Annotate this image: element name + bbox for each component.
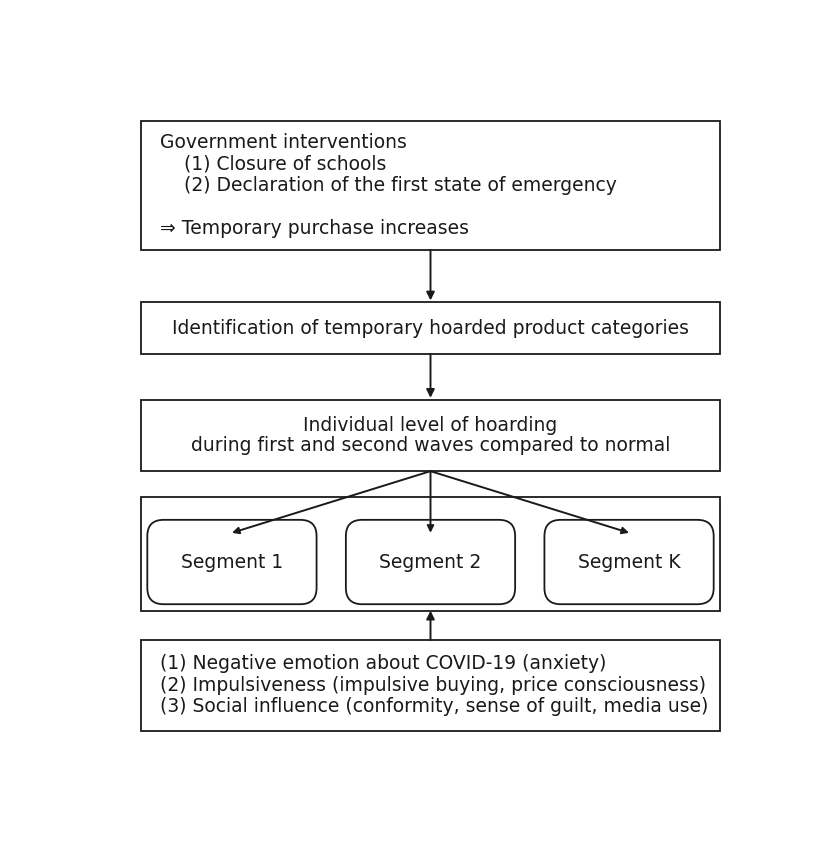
Text: during first and second waves compared to normal: during first and second waves compared t…	[191, 436, 670, 454]
FancyBboxPatch shape	[147, 520, 317, 604]
FancyBboxPatch shape	[141, 640, 720, 731]
Text: (2) Impulsiveness (impulsive buying, price consciousness): (2) Impulsiveness (impulsive buying, pri…	[160, 676, 706, 695]
Text: Individual level of hoarding: Individual level of hoarding	[303, 416, 558, 435]
FancyBboxPatch shape	[141, 121, 720, 250]
Text: Segment 1: Segment 1	[181, 552, 283, 572]
Text: Government interventions: Government interventions	[160, 133, 407, 153]
FancyBboxPatch shape	[346, 520, 515, 604]
FancyBboxPatch shape	[141, 400, 720, 471]
Text: ⇒ Temporary purchase increases: ⇒ Temporary purchase increases	[160, 219, 470, 238]
FancyBboxPatch shape	[141, 497, 720, 610]
Text: (1) Closure of schools: (1) Closure of schools	[160, 154, 386, 174]
FancyBboxPatch shape	[544, 520, 714, 604]
Text: (3) Social influence (conformity, sense of guilt, media use): (3) Social influence (conformity, sense …	[160, 697, 709, 717]
Text: (2) Declaration of the first state of emergency: (2) Declaration of the first state of em…	[160, 176, 617, 195]
FancyBboxPatch shape	[141, 303, 720, 354]
Text: (1) Negative emotion about COVID-19 (anxiety): (1) Negative emotion about COVID-19 (anx…	[160, 654, 606, 674]
Text: Segment K: Segment K	[578, 552, 680, 572]
Text: Identification of temporary hoarded product categories: Identification of temporary hoarded prod…	[172, 319, 689, 338]
Text: Segment 2: Segment 2	[380, 552, 481, 572]
